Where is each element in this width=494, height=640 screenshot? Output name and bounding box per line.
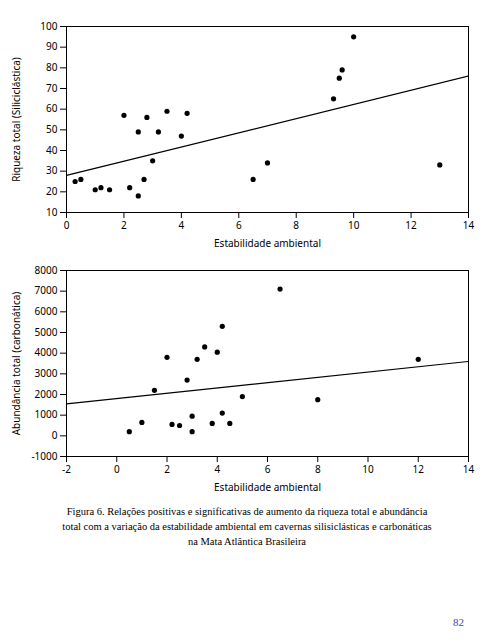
svg-text:4: 4 [178, 218, 184, 232]
svg-text:70: 70 [46, 81, 58, 95]
svg-text:0: 0 [114, 462, 120, 476]
svg-text:Estabilidade ambiental: Estabilidade ambiental [214, 236, 321, 250]
svg-text:-2: -2 [62, 462, 71, 476]
svg-text:60: 60 [46, 101, 58, 115]
svg-text:2: 2 [121, 218, 127, 232]
html-text:total com a variação da estabi: total com a variação da estabilidade amb… [62, 521, 432, 532]
svg-text:10: 10 [46, 205, 58, 219]
svg-text:Estabilidade ambiental: Estabilidade ambiental [214, 480, 321, 494]
svg-text:14: 14 [463, 218, 475, 232]
svg-text:2: 2 [164, 462, 170, 476]
svg-text:Abundância total (carbonática): Abundância total (carbonática) [9, 292, 23, 436]
svg-text:30: 30 [46, 163, 58, 177]
html-text:Figura 6. Relações positivas e: Figura 6. Relações positivas e significa… [66, 506, 428, 517]
svg-text:4000: 4000 [35, 345, 58, 359]
svg-text:100: 100 [40, 19, 57, 33]
svg-text:Riqueza total (Siliciclástica): Riqueza total (Siliciclástica) [9, 57, 23, 182]
svg-text:80: 80 [46, 60, 58, 74]
svg-text:4: 4 [214, 462, 220, 476]
svg-text:10: 10 [362, 462, 374, 476]
svg-text:20: 20 [46, 184, 58, 198]
html-text:82: 82 [453, 616, 464, 628]
svg-text:3000: 3000 [35, 366, 58, 380]
svg-text:12: 12 [413, 462, 425, 476]
svg-text:5000: 5000 [35, 325, 58, 339]
svg-text:6: 6 [236, 218, 242, 232]
svg-text:0: 0 [64, 218, 70, 232]
svg-text:8: 8 [315, 462, 321, 476]
svg-text:8: 8 [293, 218, 299, 232]
svg-text:7000: 7000 [35, 283, 58, 297]
svg-text:8000: 8000 [35, 263, 58, 277]
html-text:na Mata Atlântica Brasileira: na Mata Atlântica Brasileira [188, 536, 306, 547]
svg-text:10: 10 [348, 218, 360, 232]
svg-text:-1000: -1000 [31, 449, 57, 463]
svg-text:12: 12 [405, 218, 417, 232]
svg-text:6: 6 [265, 462, 271, 476]
svg-text:40: 40 [46, 143, 58, 157]
svg-text:6000: 6000 [35, 304, 58, 318]
svg-text:90: 90 [46, 39, 58, 53]
svg-text:50: 50 [46, 122, 58, 136]
svg-text:14: 14 [463, 462, 475, 476]
svg-text:1000: 1000 [35, 407, 58, 421]
svg-text:0: 0 [52, 428, 58, 442]
svg-text:2000: 2000 [35, 387, 58, 401]
